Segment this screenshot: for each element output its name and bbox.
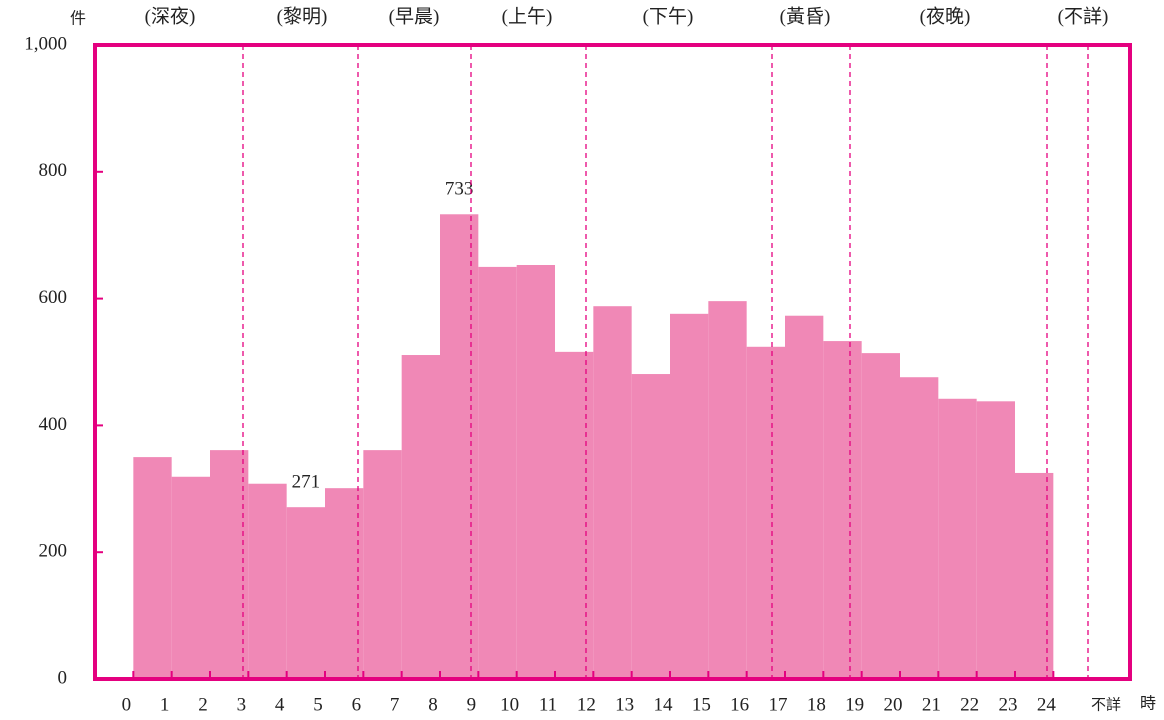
period-label: (黃昏)	[780, 5, 831, 27]
x-tick-label: 2	[198, 694, 208, 715]
bar	[861, 353, 900, 679]
bar	[593, 306, 632, 679]
value-label: 733	[445, 179, 474, 200]
bar	[555, 351, 594, 679]
x-tick-label: 10	[500, 694, 519, 715]
y-tick-label: 0	[58, 667, 68, 688]
bar	[708, 301, 747, 679]
y-tick-label: 600	[39, 287, 68, 308]
bar	[785, 315, 824, 679]
period-label: (早晨)	[389, 6, 440, 27]
x-tick-label: 3	[237, 694, 247, 715]
x-tick-label: 1	[160, 694, 170, 715]
period-label: (夜晚)	[920, 5, 971, 27]
period-label: (不詳)	[1058, 5, 1109, 27]
y-tick-label: 1,000	[24, 33, 67, 54]
bar	[401, 355, 440, 679]
x-tick-label: 14	[654, 694, 674, 715]
bar	[248, 483, 287, 679]
x-unit: 時	[1140, 695, 1156, 713]
x-extra-label: 不詳	[1091, 696, 1121, 713]
bar	[325, 488, 364, 679]
bar	[363, 450, 402, 679]
x-tick-label: 4	[275, 694, 285, 715]
x-tick-label: 9	[467, 694, 477, 715]
plot-frame	[93, 43, 1132, 681]
bar	[631, 374, 670, 679]
bar	[823, 341, 862, 679]
x-tick-label: 22	[960, 694, 979, 715]
bar	[171, 476, 210, 679]
x-tick-label: 0	[122, 694, 132, 715]
x-tick-label: 20	[884, 694, 903, 715]
bar	[286, 507, 325, 679]
period-label: (黎明)	[277, 5, 328, 27]
bar	[440, 214, 479, 679]
x-tick-label: 12	[577, 694, 596, 715]
x-tick-label: 18	[807, 694, 826, 715]
x-tick-label: 19	[845, 694, 864, 715]
bar	[210, 450, 249, 679]
x-tick-label: 8	[428, 694, 438, 715]
bar	[976, 401, 1015, 679]
bar	[746, 346, 785, 679]
x-tick-label: 15	[692, 694, 711, 715]
x-tick-label: 24	[1037, 694, 1057, 715]
x-tick-label: 16	[730, 694, 749, 715]
x-tick-label: 21	[922, 694, 941, 715]
x-tick-label: 5	[313, 694, 323, 715]
y-unit: 件	[70, 10, 86, 28]
x-tick-label: 23	[999, 694, 1018, 715]
x-tick-label: 7	[390, 694, 400, 715]
x-tick-label: 11	[539, 694, 557, 715]
x-tick-label: 13	[615, 694, 634, 715]
y-tick-label: 800	[39, 160, 68, 181]
bar	[133, 457, 172, 679]
x-tick-label: 17	[769, 694, 788, 715]
bar	[478, 266, 517, 679]
value-label: 271	[292, 472, 321, 493]
period-label: (下午)	[643, 5, 694, 27]
period-label: (上午)	[502, 5, 553, 27]
bar	[900, 377, 939, 679]
bar	[670, 313, 709, 679]
bar	[938, 398, 977, 679]
y-tick-label: 200	[39, 541, 68, 562]
period-label: (深夜)	[145, 5, 196, 27]
bar	[516, 264, 555, 679]
y-tick-label: 400	[39, 414, 68, 435]
x-tick-label: 6	[352, 694, 362, 715]
